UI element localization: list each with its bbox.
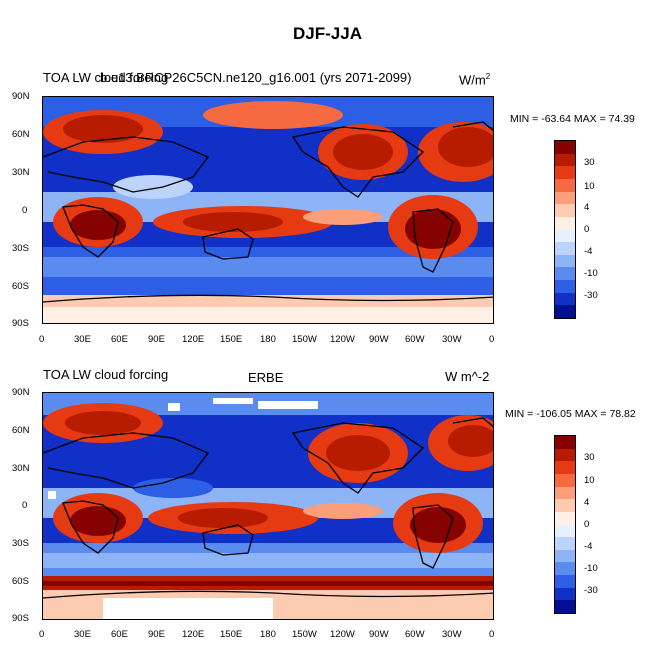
colorbar-swatch	[555, 587, 575, 601]
p1-lon-label: 90W	[369, 334, 389, 345]
colorbar-swatch	[555, 486, 575, 500]
colorbar-swatch	[555, 216, 575, 230]
p2-lat-label: 60N	[12, 425, 30, 436]
p2-lat-label: 0	[22, 500, 28, 511]
colorbar-swatch	[555, 473, 575, 488]
p1-lat-label: 60S	[12, 281, 29, 292]
p1-lon-label: 150W	[292, 334, 317, 345]
p1-lat-label: 60N	[12, 129, 30, 140]
p2-lon-label: 150W	[292, 629, 317, 640]
p1-lon-label: 60W	[405, 334, 425, 345]
p2-lat-label: 60S	[12, 576, 29, 587]
p1-lat-label: 30N	[12, 167, 30, 178]
colorbar-swatch	[555, 499, 575, 513]
p2-lon-label: 30W	[442, 629, 462, 640]
colorbar-swatch	[555, 562, 575, 576]
p1-cbar-label: -10	[584, 268, 598, 279]
colorbar-swatch	[555, 305, 575, 319]
panel1-field	[43, 97, 493, 323]
p1-lon-label: 0	[489, 334, 495, 345]
p2-lon-label: 90E	[148, 629, 165, 640]
p1-cbar-label: -30	[584, 290, 598, 301]
p1-lon-label: 120W	[330, 334, 355, 345]
colorbar-swatch	[555, 600, 575, 614]
panel2-colorbar	[554, 435, 576, 614]
p2-cbar-label: -30	[584, 585, 598, 596]
panel1-units-base: W/m	[459, 72, 486, 88]
colorbar-swatch	[555, 229, 575, 243]
panel1-min-max: MIN = -63.64 MAX = 74.39	[510, 113, 635, 125]
colorbar-swatch	[555, 537, 575, 551]
p2-lat-label: 90N	[12, 387, 30, 398]
p1-lat-label: 90N	[12, 91, 30, 102]
colorbar-swatch	[555, 292, 575, 306]
panel1-units: W/m2	[459, 72, 490, 87]
panel2-left-title: TOA LW cloud forcing	[43, 367, 169, 382]
colorbar-swatch	[555, 242, 575, 256]
colorbar-swatch	[555, 280, 575, 294]
p1-cbar-label: 4	[584, 202, 590, 213]
p2-lon-label: 120W	[330, 629, 355, 640]
panel2-units: W m^-2	[445, 369, 490, 384]
p2-lon-label: 90W	[369, 629, 389, 640]
p1-lon-label: 0	[39, 334, 45, 345]
colorbar-swatch	[555, 436, 575, 450]
p1-cbar-label: 0	[584, 224, 590, 235]
panel2-min-max: MIN = -106.05 MAX = 78.82	[505, 408, 636, 420]
p1-lon-label: 90E	[148, 334, 165, 345]
p1-cbar-label: 10	[584, 181, 595, 192]
p2-lon-label: 150E	[220, 629, 243, 640]
panel1-map	[42, 96, 494, 324]
p1-lat-label: 0	[22, 205, 28, 216]
p2-lon-label: 60W	[405, 629, 425, 640]
panel2-center-title: ERBE	[248, 370, 284, 385]
colorbar-swatch	[555, 549, 575, 563]
p2-lon-label: 180	[260, 629, 276, 640]
p1-cbar-label: 30	[584, 157, 595, 168]
p1-lon-label: 180	[260, 334, 276, 345]
colorbar-swatch	[555, 267, 575, 281]
p1-lon-label: 120E	[182, 334, 205, 345]
panel1-units-sup: 2	[485, 72, 491, 81]
p1-lon-label: 30E	[74, 334, 91, 345]
p2-cbar-label: -4	[584, 541, 593, 552]
p2-cbar-label: 30	[584, 452, 595, 463]
p1-lon-label: 150E	[220, 334, 243, 345]
p2-lon-label: 0	[39, 629, 45, 640]
p2-cbar-label: 10	[584, 475, 595, 486]
p2-lon-label: 30E	[74, 629, 91, 640]
panel1-case-title: b.e13.BRCP26C5CN.ne120_g16.001 (yrs 2071…	[100, 70, 412, 85]
p2-cbar-label: 4	[584, 497, 590, 508]
page-title: DJF-JJA	[293, 24, 362, 43]
colorbar-swatch	[555, 166, 575, 180]
p2-cbar-label: 0	[584, 519, 590, 530]
p2-cbar-label: -10	[584, 563, 598, 574]
colorbar-swatch	[555, 141, 575, 155]
p2-lon-label: 60E	[111, 629, 128, 640]
p1-lon-label: 60E	[111, 334, 128, 345]
colorbar-swatch	[555, 461, 575, 475]
colorbar-swatch	[555, 254, 575, 268]
panel1-left-title: TOA LW cloud forcing	[43, 70, 169, 85]
colorbar-swatch	[555, 448, 575, 462]
panel2-field	[43, 393, 493, 619]
p2-lat-label: 30N	[12, 463, 30, 474]
p1-lat-label: 30S	[12, 243, 29, 254]
colorbar-swatch	[555, 204, 575, 218]
p2-lon-label: 0	[489, 629, 495, 640]
colorbar-swatch	[555, 575, 575, 589]
panel2-map	[42, 392, 494, 620]
p2-lat-label: 90S	[12, 613, 29, 624]
colorbar-swatch	[555, 178, 575, 193]
p1-cbar-label: -4	[584, 246, 593, 257]
p1-lon-label: 30W	[442, 334, 462, 345]
p2-lat-label: 30S	[12, 538, 29, 549]
colorbar-swatch	[555, 524, 575, 538]
p2-lon-label: 120E	[182, 629, 205, 640]
colorbar-swatch	[555, 191, 575, 205]
p1-lat-label: 90S	[12, 318, 29, 329]
colorbar-swatch	[555, 153, 575, 167]
colorbar-swatch	[555, 511, 575, 525]
panel1-colorbar	[554, 140, 576, 319]
